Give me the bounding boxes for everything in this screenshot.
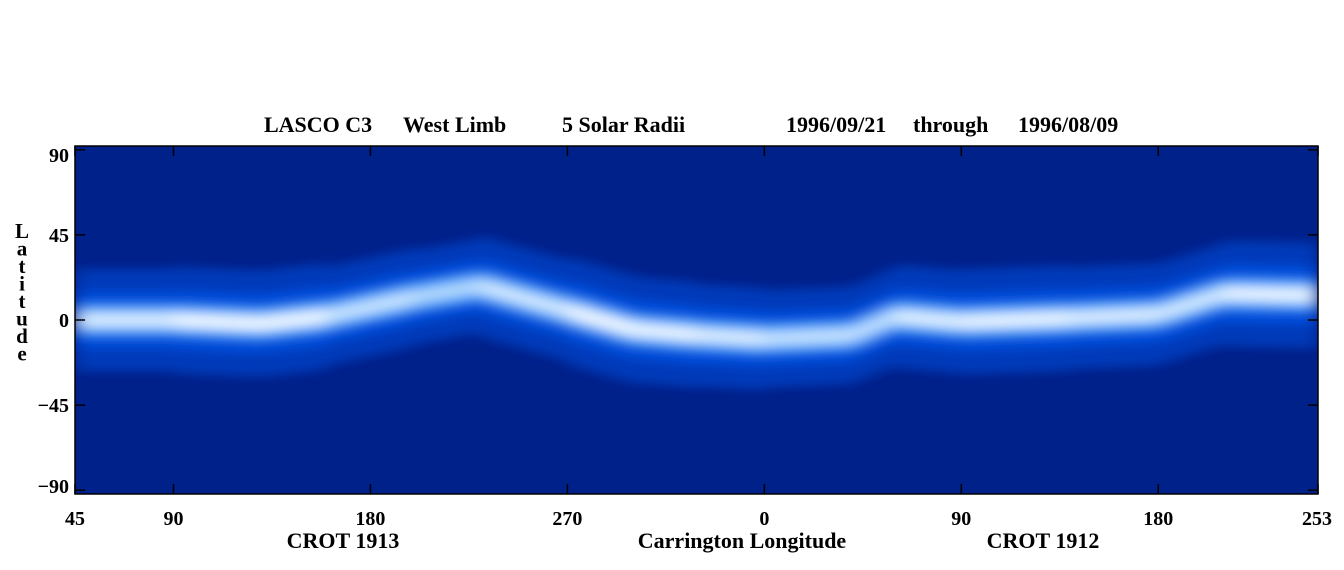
y-tick-label: −45 — [38, 395, 69, 417]
y-axis-label-letter: L — [15, 219, 29, 243]
heatmap-band-segment — [567, 302, 634, 338]
x-axis-label: Carrington Longitude — [638, 528, 847, 553]
x-axis: 45 90 180 270 0 90 180 253 — [65, 146, 1332, 530]
y-axis-label-letter: a — [17, 237, 28, 261]
x-tick-label: 180 — [355, 508, 385, 530]
heatmap-band-segment — [479, 278, 568, 319]
heatmap-band-segment — [633, 321, 699, 344]
y-tick-label: 45 — [49, 225, 69, 247]
y-axis-label-letter: e — [17, 342, 26, 366]
heatmap-band-segment — [961, 310, 1071, 330]
y-axis-label-letter: t — [19, 289, 26, 313]
x-tick-label: 270 — [552, 508, 582, 530]
y-axis-label-letter: i — [19, 272, 25, 296]
heatmap-band-segment — [1070, 306, 1159, 326]
title-start-date: 1996/09/21 — [786, 112, 886, 137]
x-tick-label: 45 — [65, 508, 85, 530]
heatmap-band-segment — [326, 289, 415, 324]
rotation-label-left: CROT 1913 — [287, 528, 400, 553]
y-tick-label: −90 — [38, 476, 69, 498]
rotation-label-right: CROT 1912 — [987, 528, 1100, 553]
y-axis-label-letter: t — [19, 254, 26, 278]
heatmap-band-segment — [895, 308, 962, 330]
title-instrument: LASCO C3 — [264, 112, 372, 137]
x-tick-label: 90 — [951, 508, 971, 530]
chart-title: LASCO C3 West Limb 5 Solar Radii 1996/09… — [264, 112, 1118, 137]
y-tick-label: 0 — [59, 310, 69, 332]
heatmap-band-segment — [1158, 285, 1224, 322]
title-end-date: 1996/08/09 — [1018, 112, 1118, 137]
plot-area — [75, 146, 1318, 494]
x-tick-label: 0 — [759, 508, 769, 530]
heatmap-band-segment — [75, 312, 174, 328]
title-radius: 5 Solar Radii — [562, 112, 685, 137]
heatmap-band-segment — [851, 308, 896, 343]
y-tick-label: 90 — [49, 145, 69, 167]
heatmap-band-segment — [1223, 285, 1318, 304]
title-through: through — [913, 112, 988, 137]
y-axis-label-letter: d — [16, 324, 28, 348]
y-axis: 90 45 0 −45 −90 — [38, 145, 1318, 498]
y-axis-label-letter: u — [16, 307, 28, 331]
title-limb: West Limb — [403, 112, 506, 137]
heatmap-band-segment — [414, 278, 480, 305]
heatmap-band-segment — [764, 327, 852, 347]
heatmap-band-segment — [698, 327, 765, 347]
heatmap-band-segment — [173, 311, 262, 332]
x-tick-label: 253 — [1302, 508, 1332, 530]
heatmap-layer — [75, 235, 1318, 390]
x-tick-label: 90 — [163, 508, 183, 530]
heatmap-band-segment — [261, 308, 327, 332]
x-tick-label: 180 — [1143, 508, 1173, 530]
